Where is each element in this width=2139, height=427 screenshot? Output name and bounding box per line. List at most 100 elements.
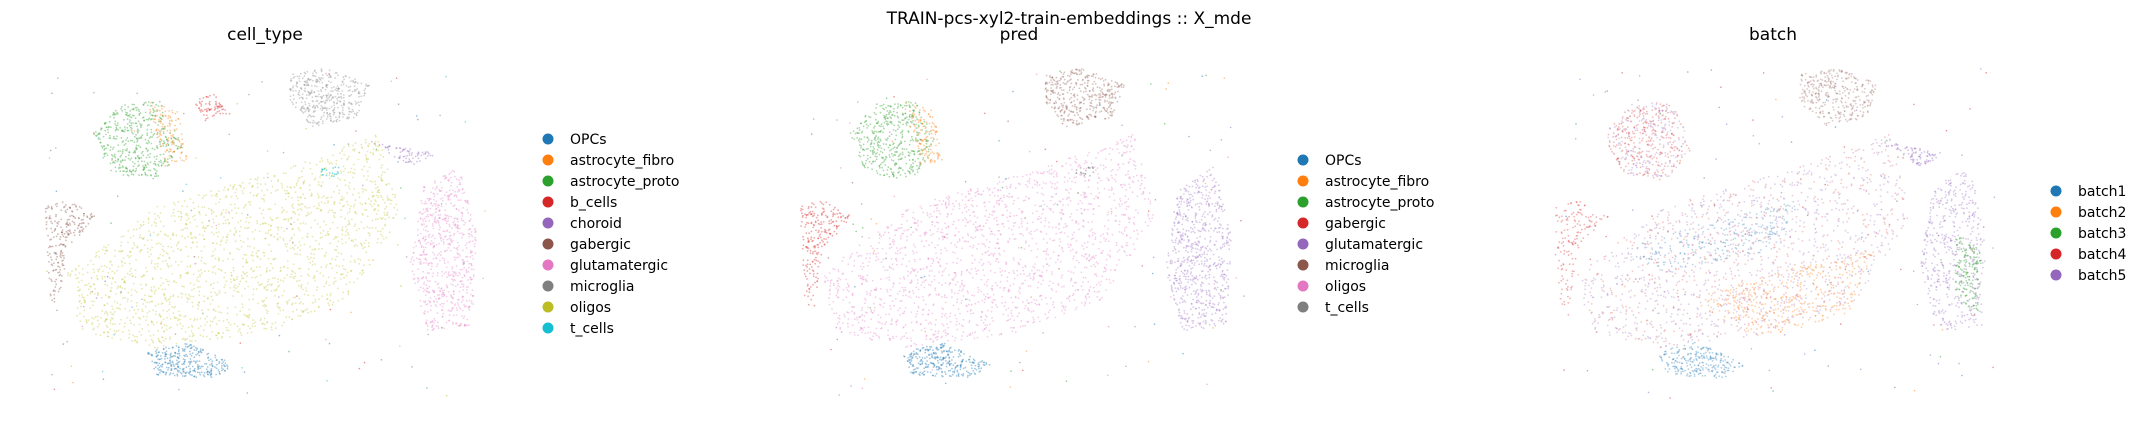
scatter-point: [447, 179, 449, 182]
scatter-point: [456, 248, 459, 251]
scatter-point: [85, 225, 87, 228]
scatter-point: [124, 159, 126, 162]
scatter-point: [1118, 166, 1121, 169]
scatter-point: [64, 210, 67, 212]
scatter-point: [311, 194, 313, 197]
scatter-point: [321, 247, 324, 250]
scatter-point: [159, 230, 162, 233]
scatter-point: [184, 331, 187, 333]
scatter-point: [306, 308, 309, 310]
scatter-point: [1006, 187, 1009, 190]
scatter-point: [181, 138, 184, 141]
scatter-point: [388, 198, 390, 200]
scatter-point: [120, 291, 122, 293]
scatter-point: [465, 300, 468, 302]
scatter-point: [297, 208, 299, 211]
scatter-point: [159, 122, 162, 124]
scatter-point: [263, 303, 266, 306]
scatter-point: [136, 128, 139, 131]
scatter-point: [50, 220, 52, 223]
scatter-point: [457, 256, 459, 259]
scatter-point: [274, 277, 276, 279]
scatter-point: [313, 91, 316, 93]
scatter-point: [349, 171, 352, 174]
scatter-point: [428, 262, 431, 265]
scatter-point: [227, 257, 230, 260]
scatter-point: [105, 133, 107, 136]
scatter-point: [205, 110, 208, 113]
scatter-point: [116, 111, 119, 114]
scatter-point: [872, 311, 874, 314]
scatter-point: [69, 215, 71, 218]
scatter-point: [432, 227, 435, 230]
scatter-point: [411, 152, 413, 154]
scatter-point: [1100, 179, 1102, 182]
scatter-point: [279, 309, 282, 312]
scatter-point: [360, 143, 363, 146]
scatter-point: [185, 219, 188, 222]
scatter-point: [980, 278, 983, 281]
scatter-point: [230, 275, 233, 277]
scatter-point: [327, 80, 330, 83]
scatter-point: [160, 303, 163, 305]
scatter-point: [422, 186, 425, 188]
cluster-microglia: [289, 68, 370, 128]
scatter-point: [210, 255, 213, 258]
scatter-point: [155, 373, 158, 376]
scatter-point: [1095, 254, 1097, 257]
scatter-point: [392, 217, 395, 219]
scatter-point: [954, 337, 957, 339]
scatter-point: [432, 223, 434, 225]
scatter-point: [168, 327, 171, 330]
scatter-point: [51, 373, 53, 376]
scatter-point: [462, 283, 465, 286]
scatter-point: [132, 173, 135, 176]
scatter-point: [160, 342, 163, 344]
scatter-point: [133, 103, 136, 106]
scatter-point: [158, 256, 160, 259]
scatter-point: [149, 234, 152, 237]
scatter-point: [444, 217, 447, 220]
scatter-point: [427, 262, 430, 265]
scatter-point: [169, 317, 172, 320]
scatter-point: [330, 94, 332, 97]
scatter-point: [109, 134, 111, 137]
scatter-point: [313, 115, 316, 118]
scatter-point: [933, 225, 936, 228]
scatter-point: [337, 106, 339, 109]
scatter-point: [440, 309, 443, 312]
scatter-point: [454, 217, 457, 220]
scatter-point: [266, 283, 269, 286]
scatter-point: [168, 125, 171, 127]
scatter-point: [301, 93, 304, 96]
scatter-point: [116, 124, 119, 127]
scatter-point: [223, 359, 226, 362]
scatter-point: [149, 136, 152, 138]
scatter-point: [879, 287, 882, 290]
scatter-point: [838, 285, 841, 288]
scatter-point: [368, 234, 371, 237]
legend-label: astrocyte_fibro: [570, 153, 674, 169]
scatter-point: [292, 165, 295, 168]
scatter-point: [448, 237, 451, 240]
scatter-point: [135, 169, 137, 172]
scatter-point: [178, 354, 181, 357]
scatter-point: [162, 128, 165, 131]
scatter-point: [1049, 257, 1052, 260]
scatter-point: [336, 118, 339, 121]
scatter-point: [200, 111, 202, 113]
scatter-point: [140, 156, 143, 159]
scatter-point: [422, 246, 425, 249]
scatter-point: [153, 110, 156, 113]
scatter-point: [167, 139, 169, 141]
scatter-point: [444, 175, 447, 177]
scatter-point: [134, 122, 137, 125]
scatter-point: [251, 185, 254, 188]
scatter-point: [463, 315, 466, 318]
scatter-point: [67, 229, 70, 232]
scatter-point: [341, 148, 344, 151]
scatter-point: [450, 283, 453, 285]
scatter-point: [289, 99, 292, 101]
scatter-point: [341, 297, 344, 300]
scatter-point: [328, 73, 330, 75]
